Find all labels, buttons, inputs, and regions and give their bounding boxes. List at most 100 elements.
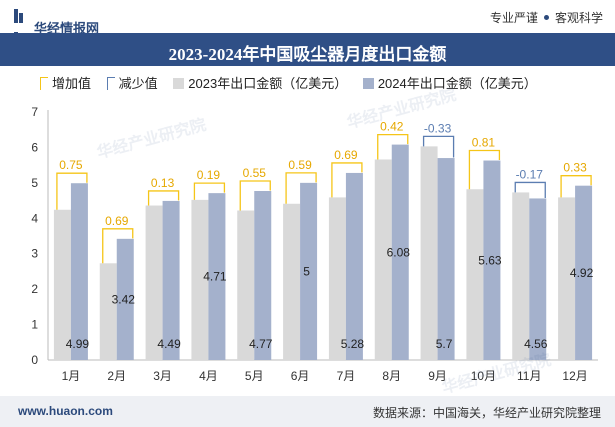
bar-2023 <box>145 205 163 360</box>
x-tick-label: 8月 <box>382 369 401 383</box>
y-tick-label: 5 <box>31 176 38 190</box>
dot-icon <box>543 15 549 20</box>
legend-label: 2024年出口金额（亿美元） <box>377 76 537 91</box>
bar-2023 <box>237 210 255 360</box>
change-label: 0.55 <box>243 166 267 180</box>
legend-label: 2023年出口金额（亿美元） <box>188 76 348 91</box>
bar-2023 <box>420 146 438 360</box>
increase-bracket <box>56 172 88 210</box>
data-label-2024: 4.99 <box>66 337 90 351</box>
data-source: 数据来源：中国海关，华经产业研究院整理 <box>372 406 601 420</box>
bar-2024 <box>70 183 88 360</box>
x-tick-label: 1月 <box>62 369 81 383</box>
x-tick-label: 12月 <box>562 369 587 383</box>
series-2023-swatch-icon <box>173 78 185 89</box>
y-tick-label: 1 <box>31 318 38 332</box>
y-tick-label: 7 <box>31 105 38 119</box>
series-2024-swatch-icon <box>362 78 374 89</box>
change-label: 0.13 <box>151 176 175 190</box>
increase-bracket <box>102 228 134 264</box>
change-label: 0.69 <box>105 214 129 228</box>
x-tick-label: 11月 <box>517 369 541 383</box>
decrease-bracket <box>422 135 455 158</box>
chart-legend: 增加值 减少值 2023年出口金额（亿美元） 2024年出口金额（亿美元） <box>40 73 549 92</box>
data-label-2024: 5 <box>303 264 310 278</box>
change-label: 0.42 <box>380 120 404 134</box>
chart-title: 2023-2024年中国吸尘器月度出口金额 <box>168 45 447 64</box>
data-label-2024: 5.63 <box>478 253 502 267</box>
data-label-2024: 4.49 <box>157 337 181 351</box>
bar-2023 <box>374 159 392 360</box>
x-tick-label: 5月 <box>245 369 264 383</box>
bar-2024 <box>162 200 180 360</box>
x-tick-label: 7月 <box>337 369 356 383</box>
bar-2024 <box>391 144 409 360</box>
bar-2024 <box>345 172 363 360</box>
footer: www.huaon.com 数据来源：中国海关，华经产业研究院整理 <box>0 396 615 427</box>
data-label-2024: 5.7 <box>436 337 453 351</box>
slogan-right: 客观科学 <box>554 11 603 25</box>
y-tick-label: 4 <box>31 211 38 225</box>
bar-2024 <box>437 158 455 360</box>
website-link[interactable]: www.huaon.com <box>18 404 113 418</box>
y-tick-label: 3 <box>31 247 38 261</box>
bar-2023 <box>283 203 301 360</box>
change-label: 0.59 <box>288 158 312 172</box>
bar-2023 <box>512 192 530 360</box>
change-label: 0.69 <box>334 148 358 162</box>
x-tick-label: 6月 <box>291 369 310 383</box>
x-tick-label: 9月 <box>428 369 447 383</box>
bar-2024 <box>208 193 226 360</box>
bar-2023 <box>558 197 576 360</box>
change-label: 0.19 <box>197 168 221 182</box>
legend-item-2023: 2023年出口金额（亿美元） <box>173 73 347 92</box>
bar-2023 <box>99 263 117 360</box>
increase-bracket <box>193 182 226 200</box>
data-label-2024: 4.92 <box>570 266 594 280</box>
bar-2024 <box>529 198 547 360</box>
bar-2023 <box>53 209 71 360</box>
legend-item-decrease: 减少值 <box>106 73 158 92</box>
x-tick-label: 10月 <box>471 369 496 383</box>
change-label: 0.81 <box>472 136 496 150</box>
data-label-2024: 4.77 <box>249 337 273 351</box>
increase-swatch-icon <box>40 77 48 90</box>
x-tick-label: 2月 <box>107 369 126 383</box>
bar-2023 <box>466 189 484 360</box>
increase-bracket <box>285 172 317 204</box>
change-label: -0.17 <box>516 167 544 181</box>
title-bar: 2023-2024年中国吸尘器月度出口金额 <box>0 33 615 66</box>
increase-bracket <box>239 180 271 211</box>
increase-bracket <box>147 190 180 206</box>
increase-bracket <box>560 175 592 198</box>
increase-bracket <box>468 149 501 190</box>
data-label-2024: 3.42 <box>112 292 136 306</box>
slogan: 专业严谨 客观科学 <box>490 9 603 26</box>
bar-2023 <box>328 197 346 360</box>
slogan-left: 专业严谨 <box>489 11 538 25</box>
legend-label: 减少值 <box>118 76 158 91</box>
data-label-2024: 5.28 <box>341 337 365 351</box>
y-tick-label: 0 <box>31 353 38 367</box>
bar-2023 <box>191 199 209 360</box>
increase-bracket <box>331 162 363 198</box>
change-label: -0.33 <box>424 121 452 135</box>
data-label-2024: 4.71 <box>203 270 227 284</box>
bar-2024 <box>483 160 501 360</box>
increase-bracket <box>377 133 409 160</box>
decrease-bracket <box>514 181 546 198</box>
legend-item-increase: 增加值 <box>40 73 91 92</box>
decrease-swatch-icon <box>106 77 115 90</box>
change-label: 0.33 <box>563 161 587 175</box>
legend-label: 增加值 <box>52 76 92 91</box>
bar-2024 <box>575 185 593 360</box>
brand-name: 华经情报网 <box>34 21 100 36</box>
change-label: 0.75 <box>59 158 83 172</box>
x-tick-label: 3月 <box>153 369 172 383</box>
y-tick-label: 2 <box>31 282 38 296</box>
x-tick-label: 4月 <box>199 369 218 383</box>
bar-2024 <box>116 238 134 360</box>
top-bar: 华经情报网 专业严谨 客观科学 <box>0 0 615 38</box>
legend-item-2024: 2024年出口金额（亿美元） <box>362 73 537 92</box>
y-tick-label: 6 <box>31 140 38 154</box>
